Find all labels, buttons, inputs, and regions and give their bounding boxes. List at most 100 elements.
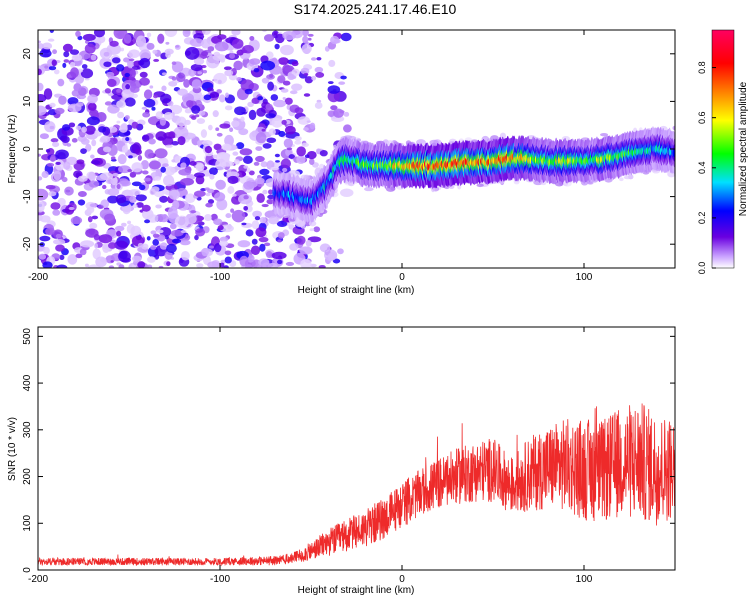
noise-cell — [179, 239, 191, 246]
noise-cell — [121, 89, 135, 100]
x-tick-label: 100 — [576, 574, 593, 585]
noise-cell — [303, 127, 309, 131]
noise-cell — [308, 220, 317, 227]
noise-cell — [274, 43, 280, 50]
noise-cell — [255, 155, 265, 163]
noise-cell — [139, 57, 151, 69]
noise-cell — [229, 127, 234, 133]
noise-cell — [80, 240, 95, 248]
noise-cell — [109, 40, 119, 47]
noise-cell — [232, 193, 237, 197]
noise-cell — [159, 227, 172, 237]
noise-cell — [131, 162, 143, 173]
noise-cell — [51, 59, 57, 67]
noise-cell — [184, 119, 191, 126]
noise-cell — [330, 35, 340, 45]
noise-cell — [316, 99, 322, 103]
noise-cell — [159, 195, 168, 203]
noise-cell — [139, 77, 150, 86]
noise-cell — [294, 136, 302, 141]
noise-cell — [73, 83, 82, 92]
y-tick-label: -10 — [22, 189, 33, 204]
noise-cell — [150, 245, 157, 250]
noise-cell — [124, 72, 130, 78]
noise-cell — [306, 150, 317, 160]
noise-cell — [266, 137, 277, 144]
noise-cell — [232, 151, 239, 156]
noise-cell — [92, 248, 101, 260]
noise-cell — [169, 223, 177, 230]
noise-cell — [53, 170, 62, 181]
noise-cell — [135, 202, 144, 208]
noise-cell — [186, 100, 194, 108]
noise-cell — [261, 128, 266, 132]
noise-cell — [46, 162, 55, 167]
noise-cell — [152, 49, 158, 54]
noise-cell — [283, 138, 293, 149]
noise-cell — [223, 265, 229, 268]
noise-cell — [330, 105, 338, 111]
noise-cell — [131, 181, 142, 187]
noise-cell — [280, 88, 289, 93]
x-tick-label: 0 — [399, 574, 405, 585]
noise-cell — [204, 145, 213, 154]
noise-cell — [184, 108, 192, 114]
noise-cell — [38, 153, 42, 157]
noise-cell — [104, 213, 116, 223]
noise-cell — [294, 107, 304, 114]
noise-cell — [127, 220, 132, 225]
noise-cell — [209, 167, 218, 176]
noise-cell — [71, 138, 78, 143]
noise-cell — [173, 126, 189, 139]
noise-cell — [91, 139, 97, 147]
noise-cell — [143, 177, 151, 182]
noise-cell — [38, 40, 42, 44]
noise-cell — [115, 194, 127, 204]
noise-cell — [50, 138, 59, 143]
noise-cell — [45, 227, 55, 236]
noise-cell — [140, 160, 149, 170]
noise-cell — [147, 256, 156, 263]
noise-cell — [196, 263, 204, 268]
noise-cell — [328, 59, 336, 68]
noise-cell — [126, 124, 133, 131]
noise-cell — [231, 209, 246, 223]
noise-cell — [100, 135, 111, 143]
noise-cell — [250, 245, 261, 255]
noise-cell — [88, 171, 96, 182]
noise-cell — [201, 247, 209, 257]
noise-cell — [236, 49, 244, 56]
noise-cell — [201, 140, 213, 147]
noise-cell — [200, 129, 208, 138]
noise-cell — [168, 131, 176, 139]
noise-cell — [121, 222, 127, 227]
noise-cell — [227, 186, 235, 194]
noise-cell — [141, 106, 148, 110]
noise-cell — [623, 175, 632, 180]
noise-cell — [219, 240, 229, 247]
noise-cell — [154, 148, 168, 159]
noise-cell — [207, 46, 215, 52]
noise-cell — [254, 216, 261, 221]
noise-cell — [157, 33, 165, 44]
noise-cell — [216, 132, 223, 137]
noise-cell — [245, 229, 254, 237]
noise-cell — [128, 58, 135, 62]
noise-cell — [259, 168, 270, 176]
noise-cell — [39, 133, 49, 140]
noise-cell — [148, 160, 161, 170]
noise-cell — [165, 41, 170, 45]
noise-cell — [70, 216, 83, 225]
y-tick-label: 200 — [22, 468, 33, 485]
noise-cell — [38, 188, 49, 201]
noise-cell — [77, 199, 86, 206]
noise-cell — [90, 160, 101, 165]
colorbar-tick-label: 0.4 — [697, 162, 707, 175]
colorbar: 0.0 0.2 0.4 0.6 0.8 Normalized spectral ampl… — [697, 29, 749, 274]
noise-cell — [94, 243, 99, 249]
noise-cell — [316, 148, 322, 155]
noise-cell — [50, 154, 56, 162]
noise-cell — [201, 38, 211, 49]
noise-cell — [219, 262, 225, 268]
noise-cell — [324, 249, 338, 261]
